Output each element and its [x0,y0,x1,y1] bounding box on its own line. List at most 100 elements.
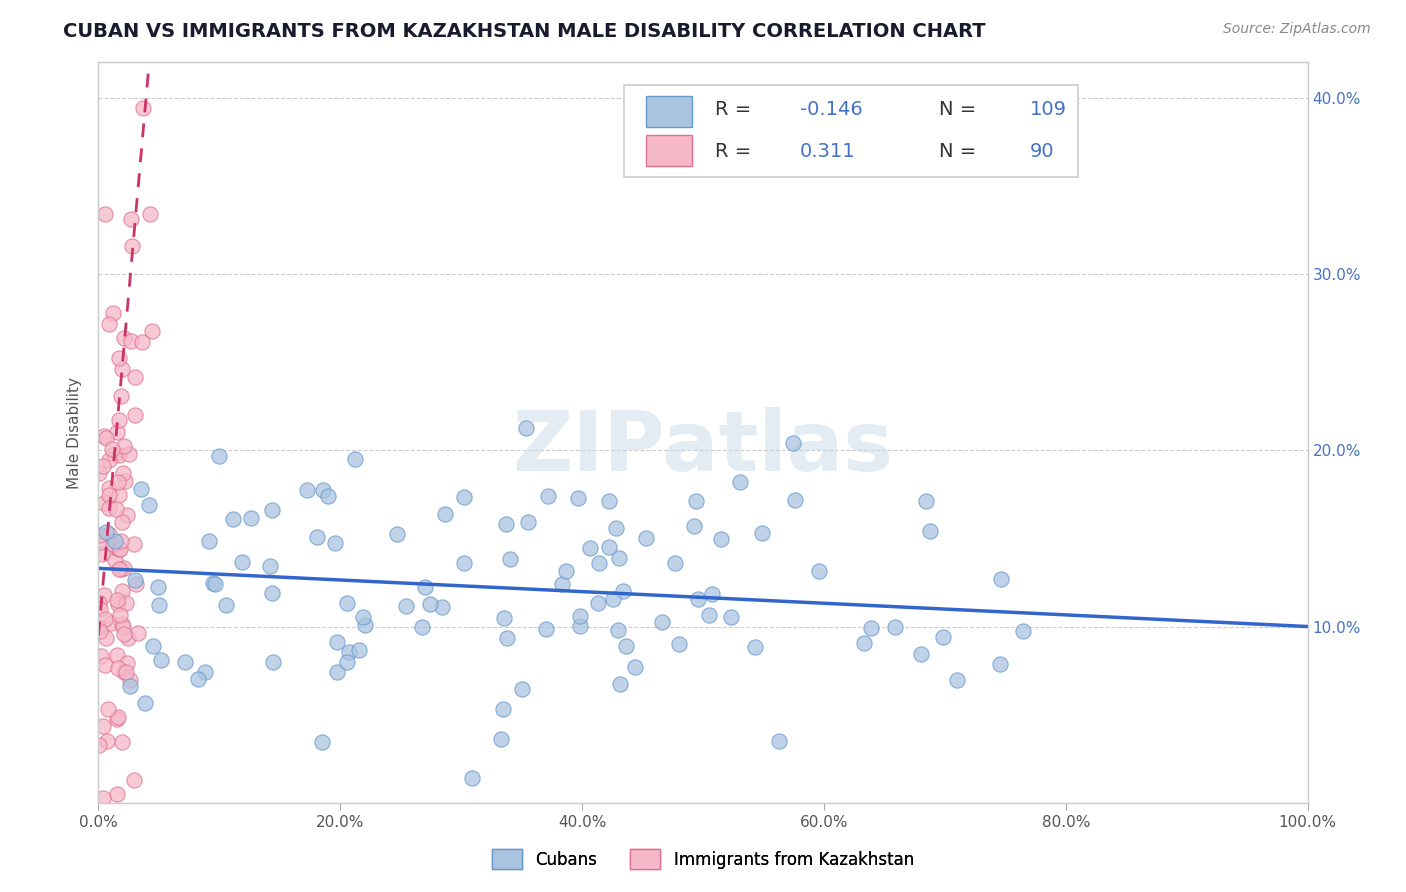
Point [343,452,366,467]
FancyBboxPatch shape [647,95,692,127]
Point [347,642,370,657]
Point [598,494,620,508]
Point [91,791,114,805]
Point [124,772,146,787]
Point [96,524,118,539]
Point [453,556,475,570]
Point [606,623,628,637]
Point [537,489,560,503]
Point [87,466,110,480]
Point [920,524,942,538]
Point [316,489,339,503]
Point [262,503,284,517]
Point [98,500,121,515]
Point [495,517,517,532]
Point [198,534,221,549]
Point [728,475,751,489]
Point [94,612,117,626]
Point [111,616,134,631]
Point [131,334,153,349]
Point [612,584,634,599]
Point [202,575,225,590]
Point [108,541,131,556]
Point [141,324,163,338]
Point [104,553,127,567]
Point [111,735,134,749]
Point [103,306,125,320]
Point [259,558,281,573]
Point [100,615,122,630]
Point [432,600,454,615]
Point [89,535,111,549]
Point [100,442,122,457]
Point [105,648,128,663]
Point [353,610,375,624]
Point [105,425,128,439]
Point [697,607,720,622]
Point [262,655,284,669]
Point [598,540,620,554]
Point [1011,624,1033,638]
Point [326,634,349,648]
Point [915,493,938,508]
Point [103,447,125,461]
Point [89,602,111,616]
Point [607,551,630,566]
Point [337,644,360,658]
Point [204,576,226,591]
Text: 0.311: 0.311 [800,142,855,161]
Point [87,596,110,610]
Point [96,734,118,748]
Point [111,362,134,376]
Point [124,409,146,423]
Point [586,596,609,610]
Point [110,533,132,548]
Point [744,640,766,654]
Text: 109: 109 [1029,100,1067,119]
Point [494,611,516,625]
Point [117,447,139,461]
Point [97,527,120,541]
Point [111,466,134,480]
Point [91,547,114,561]
Text: R =: R = [716,100,751,119]
Point [107,413,129,427]
Point [91,459,114,474]
Point [120,211,142,226]
Point [434,508,457,522]
Point [326,665,349,680]
Point [107,661,129,675]
Point [94,431,117,445]
Point [89,739,111,753]
Point [112,439,135,453]
Point [105,502,128,516]
Point [311,735,333,749]
Point [138,498,160,512]
Point [946,673,969,688]
Point [700,587,723,601]
Point [91,719,114,733]
Point [90,649,112,664]
Point [807,565,830,579]
Point [495,632,517,646]
Point [385,527,408,541]
Point [114,474,136,488]
FancyBboxPatch shape [624,85,1078,178]
Point [115,508,138,522]
Text: CUBAN VS IMMIGRANTS FROM KAZAKHSTAN MALE DISABILITY CORRELATION CHART: CUBAN VS IMMIGRANTS FROM KAZAKHSTAN MALE… [63,22,986,41]
Point [499,552,522,566]
Point [569,609,592,624]
Point [105,712,128,726]
Point [115,657,138,671]
FancyBboxPatch shape [647,135,692,166]
Point [208,449,231,463]
Point [910,647,932,661]
Point [932,630,955,644]
Point [853,635,876,649]
Point [93,588,115,602]
Point [148,599,170,613]
Point [860,620,883,634]
Point [609,677,631,691]
Point [131,482,153,496]
Point [636,532,658,546]
